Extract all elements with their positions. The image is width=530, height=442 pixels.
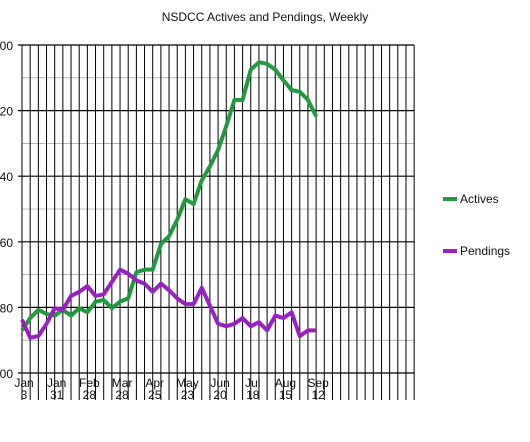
y-tick-label: 260 — [0, 236, 13, 250]
x-tick-label: Jun 20 — [210, 376, 229, 402]
x-tick-label: Sep 12 — [307, 376, 329, 402]
x-tick-label: Mar 28 — [112, 376, 133, 402]
legend-label: Actives — [460, 192, 499, 206]
y-tick-label: 100 — [0, 367, 13, 381]
x-tick-label: May 23 — [176, 376, 199, 402]
legend-label: Pendings — [460, 244, 510, 258]
x-tick-label: Aug 15 — [275, 376, 296, 402]
x-tick-label: Feb 28 — [79, 376, 100, 402]
y-tick-label: 340 — [0, 170, 13, 184]
x-tick-label: Apr 25 — [145, 376, 164, 402]
chart-title: NSDCC Actives and Pendings, Weekly — [162, 10, 369, 24]
y-tick-label: 180 — [0, 301, 13, 315]
x-tick-label: Jan 3 — [14, 376, 33, 402]
x-tick-label: Jan 31 — [47, 376, 66, 402]
y-tick-label: 500 — [0, 39, 13, 53]
series-line — [20, 267, 317, 340]
y-tick-label: 420 — [0, 105, 13, 119]
x-tick-label: Jul 18 — [245, 376, 260, 402]
series-line — [20, 60, 318, 332]
